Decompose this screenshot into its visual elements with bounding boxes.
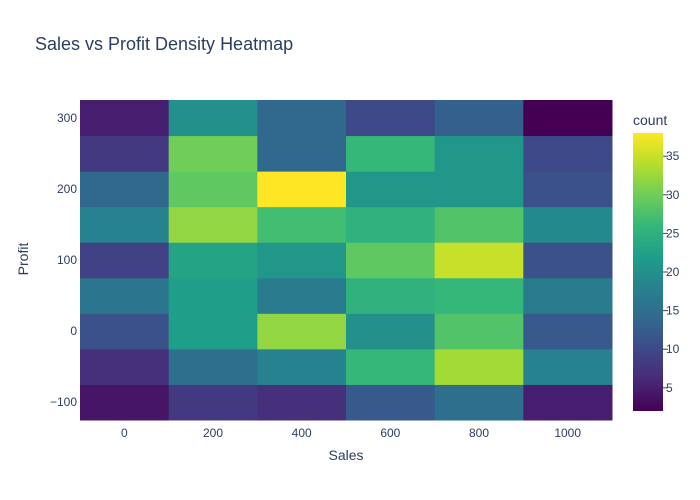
- heatmap-cell: [523, 206, 613, 243]
- x-tick-label: 200: [203, 426, 223, 440]
- heatmap-cell: [523, 242, 613, 279]
- heatmap-cell: [346, 242, 436, 279]
- heatmap-cell: [434, 171, 524, 208]
- heatmap-cell: [80, 206, 170, 243]
- heatmap-cell: [346, 313, 436, 350]
- heatmap-cell: [168, 171, 258, 208]
- x-tick-label: 800: [469, 426, 489, 440]
- heatmap-cells: [80, 100, 613, 421]
- heatmap-cell: [80, 384, 170, 421]
- heatmap-cell: [257, 135, 347, 172]
- colorbar-tick-label: 10: [666, 342, 680, 356]
- heatmap-cell: [257, 100, 347, 137]
- heatmap-cell: [80, 348, 170, 385]
- y-tick-label: 300: [57, 111, 77, 125]
- y-axis-title: Profit: [15, 243, 31, 276]
- heatmap-cell: [434, 242, 524, 279]
- heatmap-cell: [168, 100, 258, 137]
- y-axis-ticks: −100 0 100 200 300: [50, 111, 77, 409]
- heatmap-cell: [168, 206, 258, 243]
- heatmap-cell: [434, 348, 524, 385]
- colorbar-tick-label: 20: [666, 265, 680, 279]
- heatmap-cell: [523, 277, 613, 314]
- heatmap-cell: [80, 135, 170, 172]
- heatmap-cell: [523, 313, 613, 350]
- colorbar-title: count: [633, 112, 667, 128]
- colorbar: [633, 133, 663, 411]
- x-tick-label: 1000: [554, 426, 581, 440]
- heatmap-cell: [523, 135, 613, 172]
- heatmap-cell: [168, 384, 258, 421]
- x-axis-title: Sales: [328, 447, 363, 463]
- colorbar-tick-label: 15: [666, 304, 680, 318]
- heatmap-cell: [434, 206, 524, 243]
- x-tick-label: 400: [292, 426, 312, 440]
- heatmap-cell: [168, 348, 258, 385]
- heatmap-cell: [346, 348, 436, 385]
- heatmap-cell: [346, 171, 436, 208]
- heatmap-cell: [80, 277, 170, 314]
- chart-title: Sales vs Profit Density Heatmap: [35, 34, 293, 54]
- heatmap-cell: [346, 206, 436, 243]
- colorbar-tick-label: 35: [666, 149, 680, 163]
- heatmap-cell: [257, 348, 347, 385]
- heatmap-cell: [346, 135, 436, 172]
- heatmap-cell: [434, 384, 524, 421]
- heatmap-cell: [434, 135, 524, 172]
- heatmap-cell: [257, 313, 347, 350]
- x-tick-label: 600: [380, 426, 400, 440]
- heatmap-cell: [257, 277, 347, 314]
- colorbar-tick-label: 30: [666, 188, 680, 202]
- heatmap-cell: [523, 348, 613, 385]
- heatmap-cell: [523, 171, 613, 208]
- heatmap-cell: [168, 277, 258, 314]
- heatmap-cell: [346, 384, 436, 421]
- y-tick-label: 100: [57, 253, 77, 267]
- heatmap-cell: [346, 277, 436, 314]
- x-tick-label: 0: [121, 426, 128, 440]
- heatmap-cell: [257, 384, 347, 421]
- heatmap-cell: [80, 313, 170, 350]
- x-axis-ticks: 0 200 400 600 800 1000: [121, 426, 581, 440]
- colorbar-tick-label: 25: [666, 226, 680, 240]
- colorbar-tick-label: 5: [666, 381, 673, 395]
- heatmap-cell: [80, 100, 170, 137]
- y-tick-label: 200: [57, 182, 77, 196]
- heatmap-cell: [257, 206, 347, 243]
- heatmap-cell: [168, 242, 258, 279]
- heatmap-cell: [168, 313, 258, 350]
- heatmap-cell: [523, 384, 613, 421]
- heatmap-cell: [434, 100, 524, 137]
- heatmap-cell: [80, 171, 170, 208]
- heatmap-cell: [80, 242, 170, 279]
- heatmap-cell: [434, 277, 524, 314]
- heatmap-cell: [168, 135, 258, 172]
- heatmap-cell: [523, 100, 613, 137]
- heatmap-cell: [346, 100, 436, 137]
- y-tick-label: 0: [70, 324, 77, 338]
- heatmap-cell: [434, 313, 524, 350]
- heatmap-cell: [257, 242, 347, 279]
- y-tick-label: −100: [50, 395, 77, 409]
- heatmap-cell: [257, 171, 347, 208]
- colorbar-ticks: 5 10 15 20 25 30 35: [663, 149, 680, 395]
